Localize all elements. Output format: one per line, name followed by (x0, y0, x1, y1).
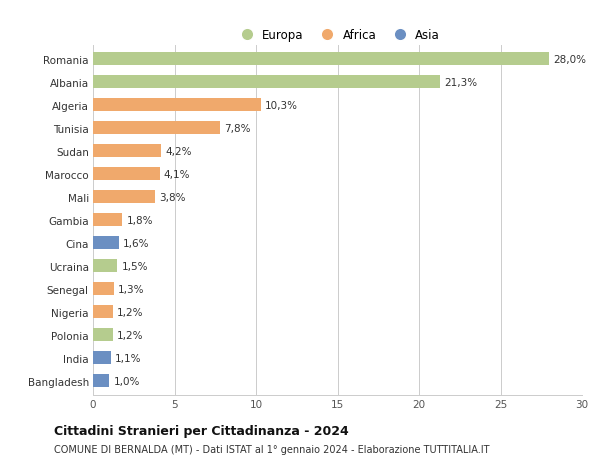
Bar (93, 191, 155, 204)
Bar (93, 329, 113, 341)
Text: Cittadini Stranieri per Cittadinanza - 2024: Cittadini Stranieri per Cittadinanza - 2… (54, 425, 349, 437)
Text: 1,3%: 1,3% (118, 284, 145, 294)
Text: 10,3%: 10,3% (265, 101, 298, 111)
Text: 1,2%: 1,2% (116, 330, 143, 340)
Text: 1,1%: 1,1% (115, 353, 142, 363)
Text: 4,2%: 4,2% (166, 146, 192, 157)
Text: COMUNE DI BERNALDA (MT) - Dati ISTAT al 1° gennaio 2024 - Elaborazione TUTTITALI: COMUNE DI BERNALDA (MT) - Dati ISTAT al … (54, 444, 490, 454)
Text: 21,3%: 21,3% (444, 78, 478, 88)
Text: 1,2%: 1,2% (116, 307, 143, 317)
Bar (93, 283, 114, 296)
Text: 1,6%: 1,6% (123, 238, 149, 248)
Text: 3,8%: 3,8% (159, 192, 185, 202)
Bar (93, 168, 160, 181)
Bar (93, 99, 261, 112)
Bar (93, 352, 111, 364)
Text: 1,5%: 1,5% (122, 261, 148, 271)
Text: 7,8%: 7,8% (224, 123, 251, 134)
Text: 4,1%: 4,1% (164, 169, 190, 179)
Bar (93, 306, 113, 319)
Bar (93, 122, 220, 135)
Text: 1,0%: 1,0% (113, 376, 140, 386)
Bar (93, 260, 118, 273)
Text: 1,8%: 1,8% (127, 215, 153, 225)
Bar (93, 53, 550, 66)
Text: 28,0%: 28,0% (553, 55, 586, 65)
Bar (93, 76, 440, 89)
Bar (93, 145, 161, 158)
Bar (93, 237, 119, 250)
Legend: Europa, Africa, Asia: Europa, Africa, Asia (230, 24, 445, 46)
Bar (93, 375, 109, 387)
Bar (93, 214, 122, 227)
